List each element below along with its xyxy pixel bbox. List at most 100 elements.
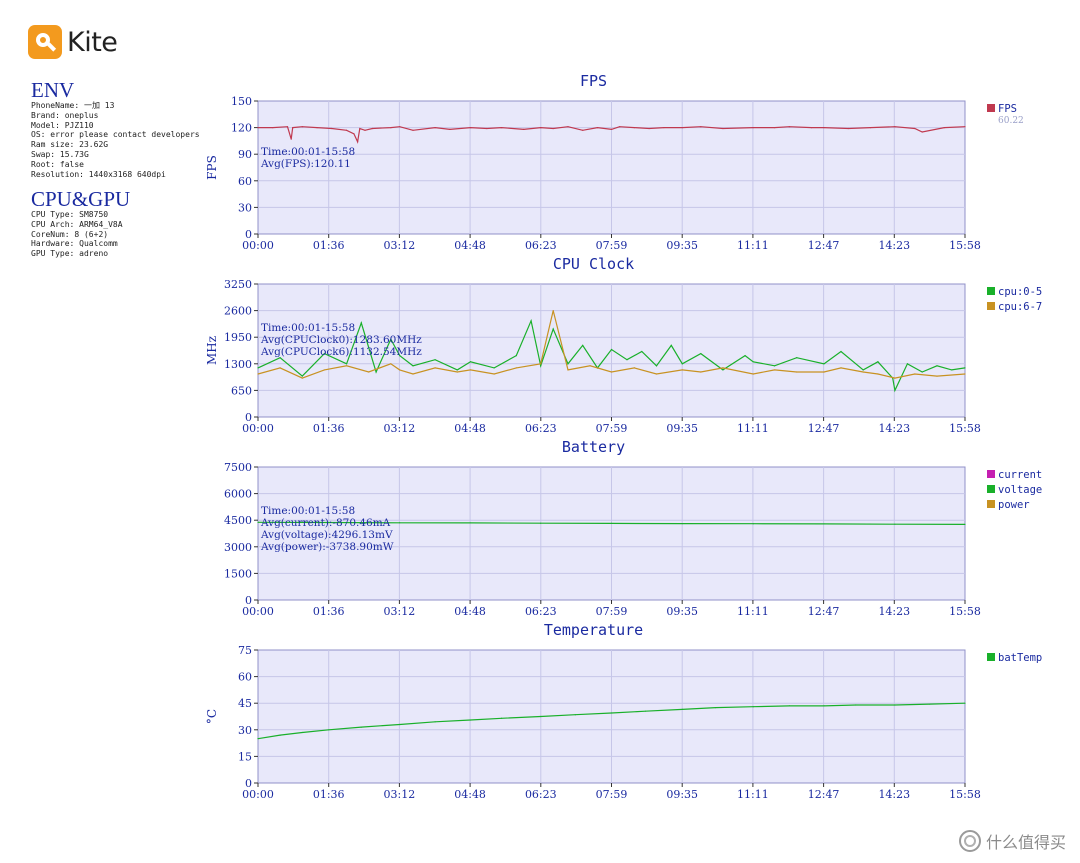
data-point (773, 365, 776, 367)
legend-label: current (998, 469, 1042, 481)
legend-swatch (987, 500, 995, 508)
annotation-text: Time:00:01-15:58 (261, 505, 355, 517)
data-point (257, 373, 259, 375)
data-point (700, 126, 702, 128)
data-point (375, 371, 377, 373)
data-point (345, 129, 348, 131)
watermark-text: 什么值得买 (985, 833, 1066, 852)
env-value: PJZ110 (64, 120, 94, 130)
cpu-gpu-row: CoreNum: 8 (6+2) (31, 230, 130, 240)
x-tick-label: 07:59 (596, 788, 628, 801)
data-point (633, 367, 635, 369)
x-tick-label: 15:58 (949, 605, 981, 618)
data-point (847, 127, 849, 130)
y-tick-label: 0 (245, 777, 252, 790)
data-point (681, 522, 683, 525)
y-axis-label: FPS (205, 155, 219, 180)
data-point (681, 708, 683, 711)
legend-label: power (998, 499, 1030, 511)
env-key: Resolution: (31, 169, 89, 179)
data-point (928, 703, 931, 705)
chart-fps: FPS 0 30 60 90 120 150 00:00 01:36 03:12 04:48 06:2… (205, 72, 1024, 252)
legend-swatch (987, 485, 995, 493)
annotation-text: Avg(CPUClock0):1283.60MHz (260, 334, 422, 346)
y-tick-label: 75 (238, 644, 252, 657)
env-value: false (59, 159, 84, 169)
data-point (360, 726, 362, 728)
data-point (567, 363, 569, 365)
x-tick-label: 01:36 (313, 422, 345, 435)
data-point (823, 371, 825, 373)
x-tick-label: 07:59 (596, 605, 628, 618)
data-point (894, 389, 896, 391)
y-axis-label: °C (205, 709, 219, 724)
y-tick-label: 30 (238, 724, 252, 737)
cpu-gpu-value: ARM64_V8A (79, 219, 123, 229)
legend-swatch (987, 302, 995, 310)
data-point (434, 359, 436, 361)
y-tick-label: 0 (245, 228, 252, 241)
x-tick-label: 06:23 (525, 605, 557, 618)
data-point (663, 127, 665, 129)
data-point (744, 355, 746, 357)
x-tick-label: 06:23 (525, 422, 557, 435)
data-point (434, 127, 436, 129)
data-point (681, 127, 683, 129)
data-point (456, 369, 458, 371)
data-point (582, 129, 584, 131)
y-tick-label: 120 (231, 122, 252, 135)
env-value: error please contact developers (50, 130, 200, 140)
env-row: PhoneName: 一加 13 (31, 101, 200, 111)
data-point (936, 365, 938, 367)
data-point (964, 702, 966, 704)
data-point (279, 367, 281, 369)
chart-title: Temperature (544, 621, 643, 639)
env-key: Brand: (31, 110, 65, 120)
data-point (936, 375, 938, 377)
data-point (493, 367, 495, 369)
annotation-text: Avg(FPS):120.11 (260, 158, 351, 170)
data-point (855, 704, 857, 706)
data-point (752, 127, 754, 129)
data-point (371, 127, 373, 130)
data-point (301, 731, 303, 734)
legend-label: voltage (998, 484, 1042, 496)
x-tick-label: 09:35 (666, 605, 698, 618)
y-tick-label: 1950 (224, 331, 252, 344)
y-tick-label: 60 (238, 671, 252, 684)
legend-swatch (987, 104, 995, 112)
data-point (469, 719, 472, 721)
cpu-gpu-key: CPU Type: (31, 210, 80, 219)
data-point (610, 128, 613, 130)
data-point (840, 350, 842, 353)
data-point (353, 133, 355, 135)
data-point (515, 367, 517, 369)
data-point (540, 365, 542, 367)
data-point (877, 373, 879, 375)
data-point (552, 328, 554, 330)
x-tick-label: 00:00 (242, 422, 274, 435)
data-point (610, 371, 613, 373)
x-tick-label: 04:48 (454, 422, 486, 435)
data-point (574, 714, 576, 716)
kite-logo-text: Kite (67, 26, 118, 58)
y-tick-label: 2600 (224, 305, 252, 318)
data-point (596, 127, 599, 129)
data-point (530, 320, 532, 322)
data-point (914, 373, 916, 375)
kite-logo: Kite (28, 25, 118, 59)
x-tick-label: 15:58 (949, 422, 981, 435)
data-point (788, 705, 790, 707)
x-tick-label: 03:12 (384, 239, 416, 252)
legend-label: batTemp (998, 652, 1042, 664)
data-point (469, 361, 472, 363)
data-point (301, 377, 303, 379)
data-point (773, 127, 776, 129)
cpu-gpu-key: GPU Type: (31, 249, 80, 259)
cpu-gpu-value: 8 (6+2) (74, 229, 109, 239)
watermark: 什么值得买 (958, 829, 1066, 853)
data-point (434, 367, 436, 369)
data-point (964, 523, 966, 525)
data-point (552, 127, 554, 130)
